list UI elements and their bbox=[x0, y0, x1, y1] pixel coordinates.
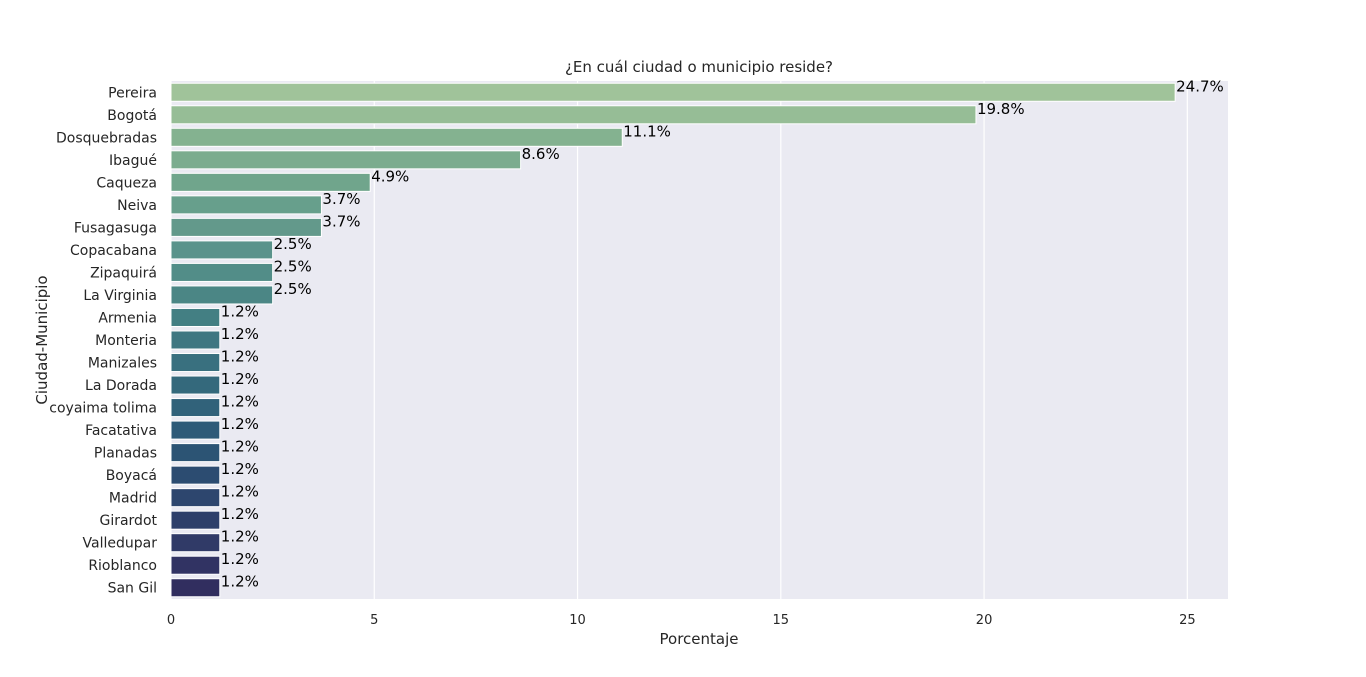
x-tick-label: 10 bbox=[569, 613, 586, 628]
bar bbox=[170, 398, 221, 418]
x-axis-label: Porcentaje bbox=[660, 630, 739, 648]
data-label: 24.7% bbox=[1176, 77, 1224, 95]
y-tick-label: La Virginia bbox=[83, 288, 157, 304]
y-tick-label: Planadas bbox=[94, 446, 157, 462]
x-tick-label: 20 bbox=[976, 613, 993, 628]
bar bbox=[170, 555, 221, 575]
y-tick-label: Dosquebradas bbox=[56, 130, 157, 146]
data-labels: 24.7% 19.8% 11.1% 8.6% 4.9% 3.7% 3.7% 2.5% 2.5% 2… bbox=[221, 77, 1224, 590]
data-label: 2.5% bbox=[274, 235, 312, 253]
y-tick-label: Rioblanco bbox=[88, 558, 157, 574]
bars bbox=[170, 82, 1176, 598]
bar bbox=[170, 510, 221, 530]
y-tick-label: Armenia bbox=[98, 310, 157, 326]
y-tick-label: Girardot bbox=[99, 513, 157, 529]
bar bbox=[170, 330, 221, 350]
y-tick-label: Pereira bbox=[108, 85, 157, 101]
y-tick-label: Facatativa bbox=[85, 423, 157, 439]
data-label: 19.8% bbox=[977, 100, 1025, 118]
y-tick-label: Ibagué bbox=[109, 153, 157, 169]
data-label: 1.2% bbox=[221, 348, 259, 366]
bar bbox=[170, 262, 274, 282]
data-label: 3.7% bbox=[322, 212, 360, 230]
bar bbox=[170, 150, 522, 170]
bar bbox=[170, 307, 221, 327]
bar bbox=[170, 285, 274, 305]
x-tick-label: 5 bbox=[370, 613, 378, 628]
bar bbox=[170, 217, 322, 237]
y-tick-label: Madrid bbox=[109, 491, 157, 507]
y-tick-label: Boyacá bbox=[106, 468, 157, 484]
bar bbox=[170, 375, 221, 395]
bar bbox=[170, 578, 221, 598]
y-tick-label: Neiva bbox=[117, 198, 157, 214]
data-label: 1.2% bbox=[221, 550, 259, 568]
bar bbox=[170, 488, 221, 508]
x-tick-label: 15 bbox=[773, 613, 790, 628]
data-label: 1.2% bbox=[221, 370, 259, 388]
y-tick-label: coyaima tolima bbox=[49, 401, 157, 417]
x-tick-label: 0 bbox=[167, 613, 175, 628]
bar bbox=[170, 240, 274, 260]
bar bbox=[170, 82, 1176, 102]
bar bbox=[170, 465, 221, 485]
y-tick-label: Monteria bbox=[95, 333, 157, 349]
data-label: 2.5% bbox=[274, 257, 312, 275]
bar bbox=[170, 195, 322, 215]
y-tick-label: Fusagasuga bbox=[74, 220, 157, 236]
bar bbox=[170, 353, 221, 373]
y-tick-label: Manizales bbox=[88, 356, 157, 372]
data-label: 1.2% bbox=[221, 573, 259, 591]
data-label: 4.9% bbox=[371, 167, 409, 185]
data-label: 1.2% bbox=[221, 528, 259, 546]
y-tick-label: La Dorada bbox=[85, 378, 157, 394]
bar bbox=[170, 172, 371, 192]
bar bbox=[170, 533, 221, 553]
data-label: 3.7% bbox=[322, 190, 360, 208]
chart-title: ¿En cuál ciudad o municipio reside? bbox=[565, 58, 833, 76]
bar bbox=[170, 127, 623, 147]
y-tick-label: Bogotá bbox=[107, 108, 157, 124]
data-label: 11.1% bbox=[623, 122, 671, 140]
y-tick-label: Valledupar bbox=[83, 536, 158, 552]
y-tick-label: San Gil bbox=[108, 581, 157, 597]
data-label: 8.6% bbox=[522, 145, 560, 163]
data-label: 1.2% bbox=[221, 302, 259, 320]
data-label: 1.2% bbox=[221, 483, 259, 501]
bar bbox=[170, 420, 221, 440]
data-label: 1.2% bbox=[221, 505, 259, 523]
x-tick-label: 25 bbox=[1179, 613, 1196, 628]
bar bbox=[170, 105, 977, 125]
y-axis-label: Ciudad-Municipio bbox=[33, 275, 51, 404]
data-label: 1.2% bbox=[221, 460, 259, 478]
bar bbox=[170, 443, 221, 463]
y-tick-label: Copacabana bbox=[70, 243, 157, 259]
data-label: 2.5% bbox=[274, 280, 312, 298]
data-label: 1.2% bbox=[221, 325, 259, 343]
data-label: 1.2% bbox=[221, 393, 259, 411]
y-tick-labels: Pereira Bogotá Dosquebradas Ibagué Caqueza Ne… bbox=[49, 85, 157, 596]
x-tick-labels: 0 5 10 15 20 25 bbox=[167, 613, 1196, 628]
data-label: 1.2% bbox=[221, 438, 259, 456]
data-label: 1.2% bbox=[221, 415, 259, 433]
y-tick-label: Zipaquirá bbox=[90, 265, 157, 281]
y-tick-label: Caqueza bbox=[96, 175, 157, 191]
